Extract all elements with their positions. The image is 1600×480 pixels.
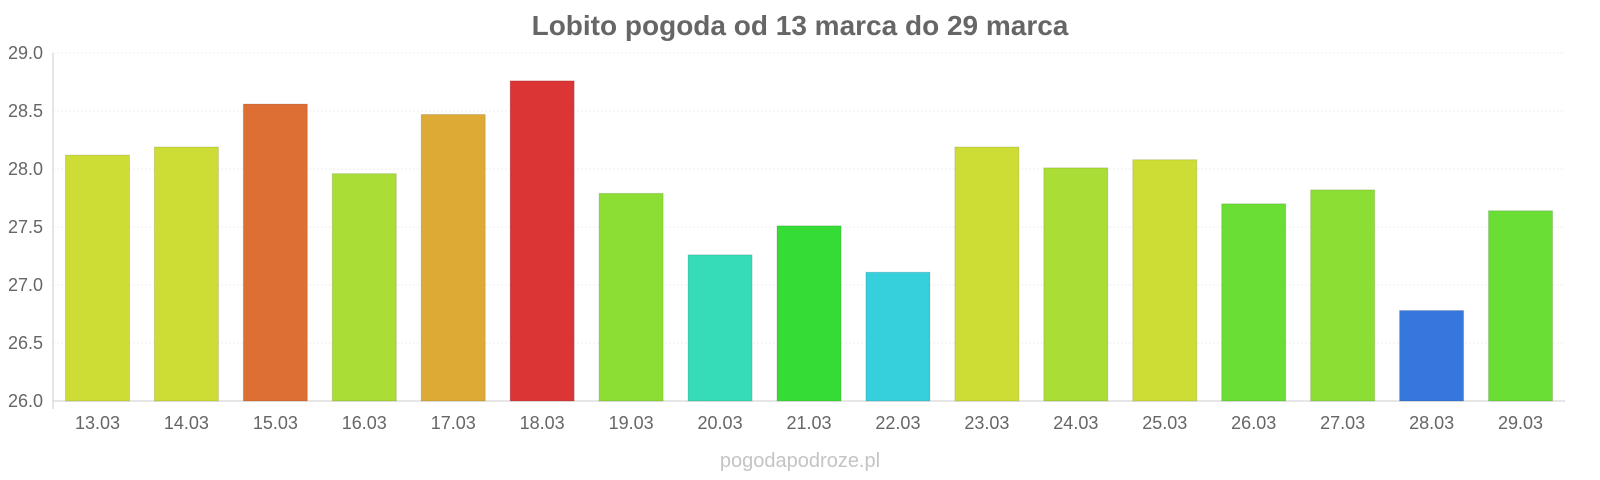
y-tick-label: 28.5 [8,101,43,121]
bar-25.03 [1132,159,1198,402]
bar-29.03 [1488,210,1554,402]
bar-17.03 [420,113,486,402]
x-tick-label: 25.03 [1142,413,1187,433]
bar-27.03 [1310,189,1376,402]
x-tick-label: 21.03 [786,413,831,433]
x-tick-label: 23.03 [964,413,1009,433]
bar-23.03 [954,146,1020,402]
x-tick-label: 14.03 [164,413,209,433]
x-tick-label: 17.03 [431,413,476,433]
y-tick-label: 27.5 [8,217,43,237]
x-tick-label: 26.03 [1231,413,1276,433]
bar-18.03 [509,80,575,402]
x-tick-label: 13.03 [75,413,120,433]
bar-15.03 [242,103,308,402]
watermark: pogodapodroze.pl [719,450,881,472]
x-tick-label: 15.03 [253,413,298,433]
bar-24.03 [1043,167,1109,402]
bar-16.03 [331,173,397,402]
bar-26.03 [1221,203,1287,402]
bar-14.03 [153,146,219,402]
x-tick-label: 18.03 [520,413,565,433]
x-tick-label: 27.03 [1320,413,1365,433]
bar-13.03 [64,154,130,402]
x-tick-label: 24.03 [1053,413,1098,433]
x-tick-label: 16.03 [342,413,387,433]
bar-19.03 [598,192,664,402]
x-tick-label: 19.03 [609,413,654,433]
y-tick-label: 26.5 [8,333,43,353]
y-tick-label: 26.0 [8,391,43,411]
bar-22.03 [865,271,931,402]
y-tick-label: 28.0 [8,159,43,179]
x-tick-label: 20.03 [698,413,743,433]
x-tick-label: 28.03 [1409,413,1454,433]
x-tick-label: 22.03 [875,413,920,433]
chart-title: Lobito pogoda od 13 marca do 29 marca [531,10,1069,41]
bar-21.03 [776,225,842,402]
y-tick-label: 27.0 [8,275,43,295]
y-tick-label: 29.0 [8,43,43,63]
bar-28.03 [1399,310,1465,402]
bar-20.03 [687,254,753,402]
x-tick-label: 29.03 [1498,413,1543,433]
